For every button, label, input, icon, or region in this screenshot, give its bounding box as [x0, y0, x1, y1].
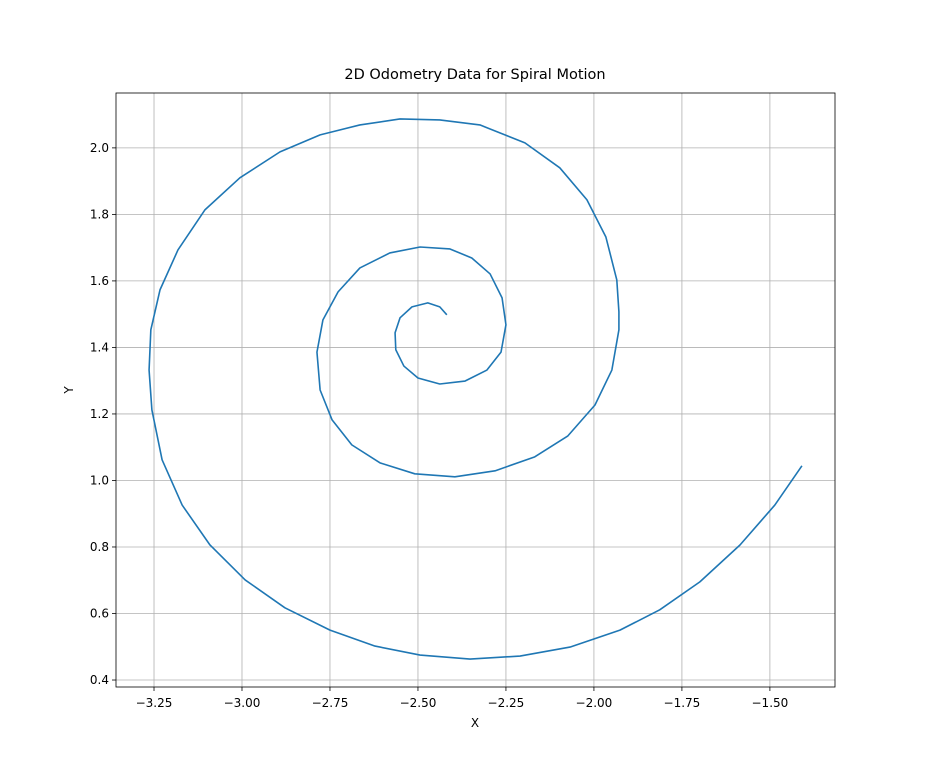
y-tick-label: 0.4 — [90, 673, 109, 687]
chart-title: 2D Odometry Data for Spiral Motion — [344, 67, 605, 83]
y-axis-label: Y — [62, 386, 76, 395]
x-axis-label: X — [471, 716, 479, 730]
y-tick-label: 1.6 — [90, 274, 109, 288]
x-tick-label: −2.25 — [488, 696, 525, 710]
y-tick-label: 1.8 — [90, 207, 109, 221]
x-tick-label: −2.75 — [312, 696, 349, 710]
x-tick-label: −3.00 — [224, 696, 261, 710]
x-tick-label: −1.50 — [752, 696, 789, 710]
plot-frame — [115, 92, 836, 688]
x-tick-label: −2.50 — [400, 696, 437, 710]
x-tick-label: −2.00 — [576, 696, 613, 710]
y-tick-label: 1.0 — [90, 473, 109, 487]
y-tick-label: 1.2 — [90, 407, 109, 421]
x-tick-label: −1.75 — [664, 696, 701, 710]
x-tick-label: −3.25 — [136, 696, 173, 710]
y-tick-label: 1.4 — [90, 340, 109, 354]
y-tick-label: 0.8 — [90, 540, 109, 554]
y-tick-label: 0.6 — [90, 606, 109, 620]
data-line — [148, 118, 803, 660]
y-tick-label: 2.0 — [90, 141, 109, 155]
